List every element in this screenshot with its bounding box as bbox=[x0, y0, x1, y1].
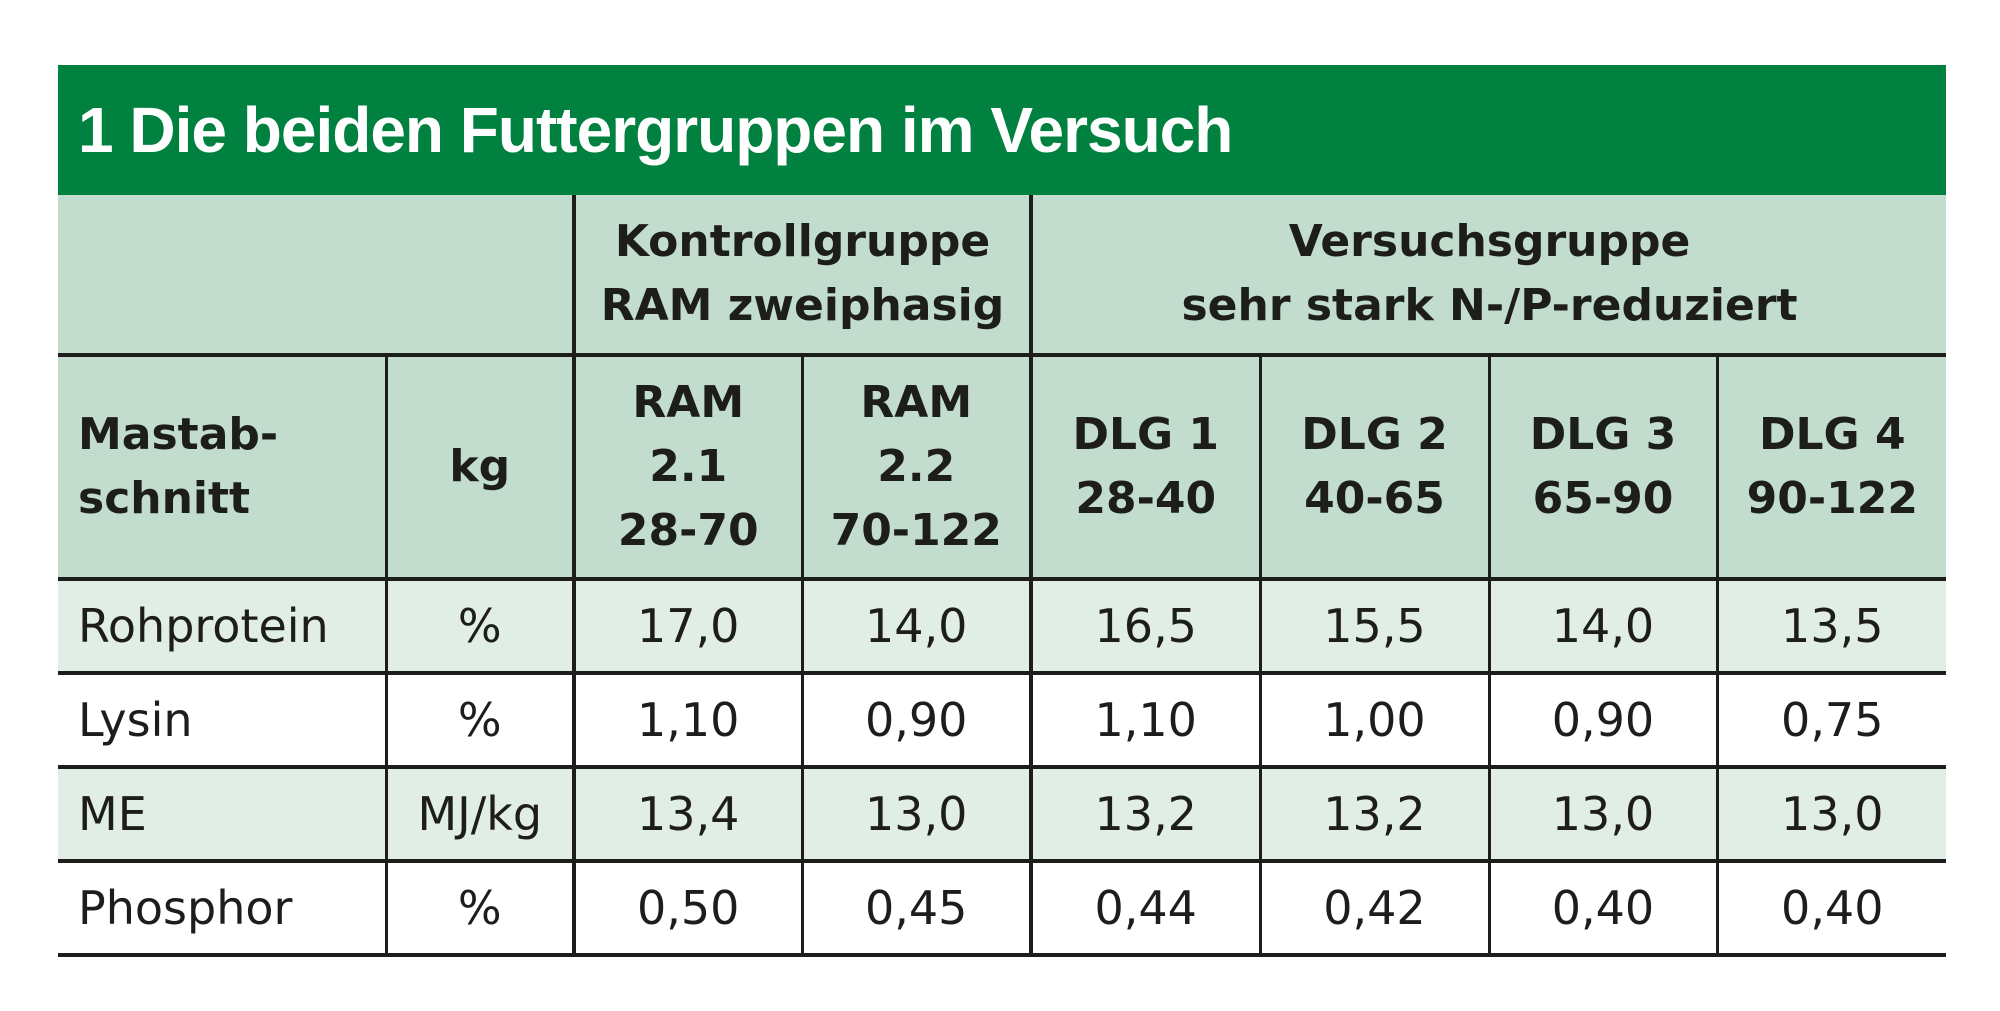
row-unit: % bbox=[384, 579, 574, 675]
header-empty-cell bbox=[58, 195, 574, 357]
feed-groups-table: Kontrollgruppe RAM zweiphasig Versuchsgr… bbox=[58, 195, 1947, 957]
phase-number: 2.1 bbox=[649, 441, 728, 492]
row-unit: % bbox=[384, 673, 574, 769]
value-cell: 0,50 bbox=[572, 861, 802, 957]
value-cell: 13,4 bbox=[572, 767, 802, 863]
row-unit: % bbox=[384, 861, 574, 957]
value-cell: 0,90 bbox=[1487, 673, 1717, 769]
table-frame: 1 Die beiden Futtergruppen im Versuch Ko… bbox=[58, 65, 1947, 957]
unit-header: kg bbox=[384, 355, 574, 581]
phase-weight-range: 65-90 bbox=[1532, 473, 1674, 524]
row-label: Rohprotein bbox=[58, 579, 386, 675]
row-label: Phosphor bbox=[58, 861, 386, 957]
phase-header-dlg-3: DLG 3 65-90 bbox=[1487, 355, 1717, 581]
trial-group-subtitle: sehr stark N-/P-reduziert bbox=[1181, 280, 1798, 331]
phase-header-row: Mastab- schnitt kg RAM 2.1 28-70 RAM 2.2… bbox=[58, 355, 1947, 581]
row-label-header-line1: Mastab- bbox=[78, 409, 279, 460]
value-cell: 0,90 bbox=[800, 673, 1031, 769]
phase-header-dlg-4: DLG 4 90-122 bbox=[1715, 355, 1947, 581]
value-cell: 0,40 bbox=[1487, 861, 1717, 957]
value-cell: 13,0 bbox=[1487, 767, 1717, 863]
phase-header-dlg-1: DLG 1 28-40 bbox=[1029, 355, 1260, 581]
row-label-header: Mastab- schnitt bbox=[58, 355, 386, 581]
row-label: Lysin bbox=[58, 673, 386, 769]
control-group-subtitle: RAM zweiphasig bbox=[600, 280, 1005, 331]
value-cell: 14,0 bbox=[800, 579, 1031, 675]
phase-name: RAM bbox=[860, 377, 973, 428]
group-header-row: Kontrollgruppe RAM zweiphasig Versuchsgr… bbox=[58, 195, 1947, 357]
value-cell: 13,5 bbox=[1715, 579, 1947, 675]
phase-name: DLG 3 bbox=[1529, 409, 1677, 460]
phase-weight-range: 28-40 bbox=[1075, 473, 1217, 524]
value-cell: 0,40 bbox=[1715, 861, 1947, 957]
value-cell: 13,0 bbox=[1715, 767, 1947, 863]
phase-weight-range: 70-122 bbox=[830, 505, 1002, 556]
value-cell: 1,00 bbox=[1258, 673, 1489, 769]
phase-name: DLG 1 bbox=[1072, 409, 1220, 460]
value-cell: 13,2 bbox=[1258, 767, 1489, 863]
table-row-phosphor: Phosphor % 0,50 0,45 0,44 0,42 0,40 0,40 bbox=[58, 861, 1947, 957]
row-unit: MJ/kg bbox=[384, 767, 574, 863]
value-cell: 0,75 bbox=[1715, 673, 1947, 769]
control-group-title: Kontrollgruppe bbox=[614, 216, 991, 267]
phase-number: 2.2 bbox=[877, 441, 956, 492]
phase-weight-range: 28-70 bbox=[617, 505, 759, 556]
value-cell: 0,45 bbox=[800, 861, 1031, 957]
phase-weight-range: 40-65 bbox=[1304, 473, 1445, 524]
value-cell: 14,0 bbox=[1487, 579, 1717, 675]
control-group-header: Kontrollgruppe RAM zweiphasig bbox=[572, 195, 1031, 357]
phase-name: DLG 2 bbox=[1301, 409, 1448, 460]
trial-group-title: Versuchsgruppe bbox=[1288, 216, 1691, 267]
trial-group-header: Versuchsgruppe sehr stark N-/P-reduziert bbox=[1028, 195, 1947, 357]
value-cell: 13,2 bbox=[1029, 767, 1260, 863]
phase-header-dlg-2: DLG 2 40-65 bbox=[1258, 355, 1489, 581]
value-cell: 1,10 bbox=[572, 673, 802, 769]
row-label-header-line2: schnitt bbox=[78, 473, 251, 524]
value-cell: 17,0 bbox=[572, 579, 802, 675]
phase-name: DLG 4 bbox=[1758, 409, 1906, 460]
phase-weight-range: 90-122 bbox=[1746, 473, 1918, 524]
value-cell: 13,0 bbox=[800, 767, 1031, 863]
value-cell: 16,5 bbox=[1029, 579, 1260, 675]
phase-name: RAM bbox=[632, 377, 745, 428]
value-cell: 0,44 bbox=[1029, 861, 1260, 957]
table-title: 1 Die beiden Futtergruppen im Versuch bbox=[58, 65, 1946, 195]
value-cell: 0,42 bbox=[1258, 861, 1489, 957]
phase-header-ram-2-1: RAM 2.1 28-70 bbox=[572, 355, 802, 581]
table-row-me: ME MJ/kg 13,4 13,0 13,2 13,2 13,0 13,0 bbox=[58, 767, 1947, 863]
phase-header-ram-2-2: RAM 2.2 70-122 bbox=[800, 355, 1031, 581]
table-row-lysin: Lysin % 1,10 0,90 1,10 1,00 0,90 0,75 bbox=[58, 673, 1947, 769]
row-label: ME bbox=[58, 767, 386, 863]
value-cell: 15,5 bbox=[1258, 579, 1489, 675]
table-row-rohprotein: Rohprotein % 17,0 14,0 16,5 15,5 14,0 13… bbox=[58, 579, 1947, 675]
value-cell: 1,10 bbox=[1029, 673, 1260, 769]
